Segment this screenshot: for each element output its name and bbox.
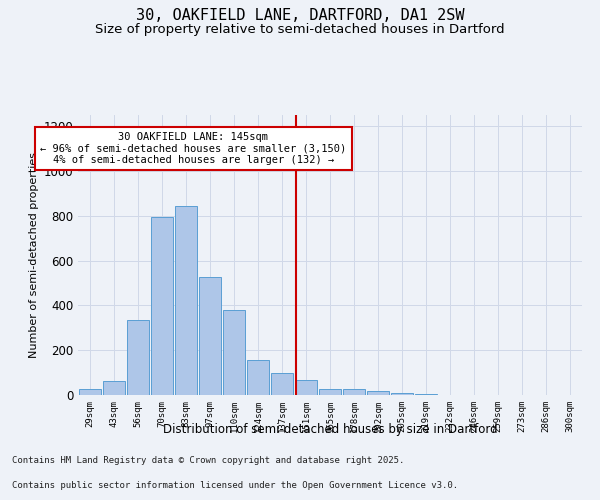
- Bar: [175, 206, 197, 395]
- Bar: [319, 390, 341, 395]
- Bar: [271, 372, 293, 395]
- Text: Contains HM Land Registry data © Crown copyright and database right 2025.: Contains HM Land Registry data © Crown c…: [12, 456, 404, 465]
- Bar: [151, 217, 173, 395]
- Bar: [127, 320, 149, 395]
- Bar: [415, 394, 437, 395]
- Bar: [103, 381, 125, 395]
- Text: 30, OAKFIELD LANE, DARTFORD, DA1 2SW: 30, OAKFIELD LANE, DARTFORD, DA1 2SW: [136, 8, 464, 22]
- Bar: [247, 360, 269, 395]
- Text: 30 OAKFIELD LANE: 145sqm
← 96% of semi-detached houses are smaller (3,150)
4% of: 30 OAKFIELD LANE: 145sqm ← 96% of semi-d…: [40, 132, 346, 165]
- Bar: [79, 390, 101, 395]
- Text: Contains public sector information licensed under the Open Government Licence v3: Contains public sector information licen…: [12, 481, 458, 490]
- Bar: [343, 390, 365, 395]
- Text: Size of property relative to semi-detached houses in Dartford: Size of property relative to semi-detach…: [95, 22, 505, 36]
- Bar: [199, 278, 221, 395]
- Bar: [367, 391, 389, 395]
- Y-axis label: Number of semi-detached properties: Number of semi-detached properties: [29, 152, 39, 358]
- Bar: [295, 380, 317, 395]
- Bar: [223, 310, 245, 395]
- Bar: [391, 393, 413, 395]
- Text: Distribution of semi-detached houses by size in Dartford: Distribution of semi-detached houses by …: [163, 422, 497, 436]
